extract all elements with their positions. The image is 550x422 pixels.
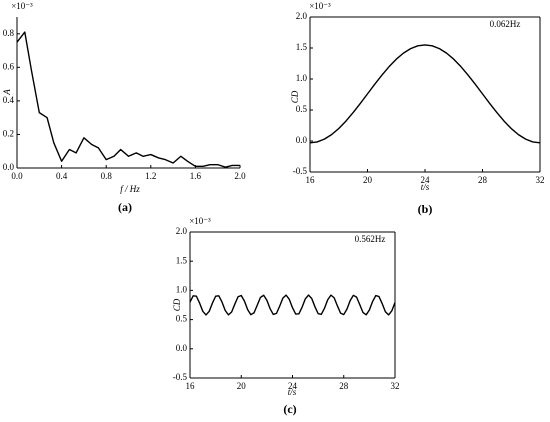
- y-tick-label: 1.0: [296, 73, 308, 83]
- y-tick-label: 0.0: [3, 162, 15, 172]
- x-tick-label: 16: [186, 381, 196, 391]
- x-tick-label: 20: [237, 381, 247, 391]
- y-tick-label: 2.0: [296, 11, 308, 21]
- exponent: ×10⁻³: [189, 216, 211, 226]
- y-tick-label: 0.0: [176, 343, 188, 353]
- y-tick-label: 0.5: [176, 314, 188, 324]
- x-tick-label: 0.4: [56, 171, 68, 181]
- annotation: 0.562Hz: [355, 234, 386, 244]
- x-tick-label: 24: [421, 175, 431, 185]
- x-tick-label: 32: [391, 381, 400, 391]
- exponent: ×10⁻³: [11, 1, 33, 11]
- annotation: 0.062Hz: [490, 19, 521, 29]
- x-tick-label: 28: [478, 175, 488, 185]
- y-axis-label: CD: [290, 90, 300, 103]
- y-tick-label: 0.2: [3, 129, 14, 139]
- x-axis-label: t/s: [421, 182, 430, 192]
- x-tick-label: 1.2: [145, 171, 156, 181]
- x-tick-label: 0.8: [101, 171, 113, 181]
- x-tick-label: 28: [339, 381, 349, 391]
- x-tick-label: 20: [363, 175, 373, 185]
- y-tick-label: -0.5: [293, 166, 308, 176]
- data-line: [309, 44, 541, 144]
- x-tick-label: 32: [536, 175, 545, 185]
- y-axis-label: A: [2, 89, 12, 96]
- x-tick-label: 1.6: [190, 171, 202, 181]
- x-tick-label: 2.0: [234, 171, 246, 181]
- panel-label: (a): [118, 200, 132, 214]
- x-tick-label: 24: [288, 381, 298, 391]
- data-line: [16, 31, 240, 168]
- y-tick-label: 1.5: [296, 42, 308, 52]
- y-axis-label: CD: [172, 298, 182, 311]
- panel-label: (b): [418, 202, 433, 216]
- exponent: ×10⁻³: [309, 1, 331, 11]
- y-tick-label: 0.5: [296, 104, 308, 114]
- x-axis-label: f / Hz: [120, 184, 140, 194]
- y-tick-label: 0.8: [3, 28, 15, 38]
- y-tick-label: 0.4: [3, 95, 15, 105]
- y-tick-label: 2.0: [176, 226, 188, 236]
- y-tick-label: 1.0: [176, 284, 188, 294]
- y-tick-label: 0.6: [3, 61, 15, 71]
- x-tick-label: 0.0: [11, 171, 23, 181]
- y-tick-label: -0.5: [173, 372, 188, 382]
- x-tick-label: 16: [306, 175, 316, 185]
- y-tick-label: 1.5: [176, 255, 188, 265]
- x-axis-label: t/s: [288, 387, 297, 397]
- data-line: [189, 294, 396, 316]
- panel-label: (c): [283, 402, 296, 416]
- y-tick-label: 0.0: [296, 135, 308, 145]
